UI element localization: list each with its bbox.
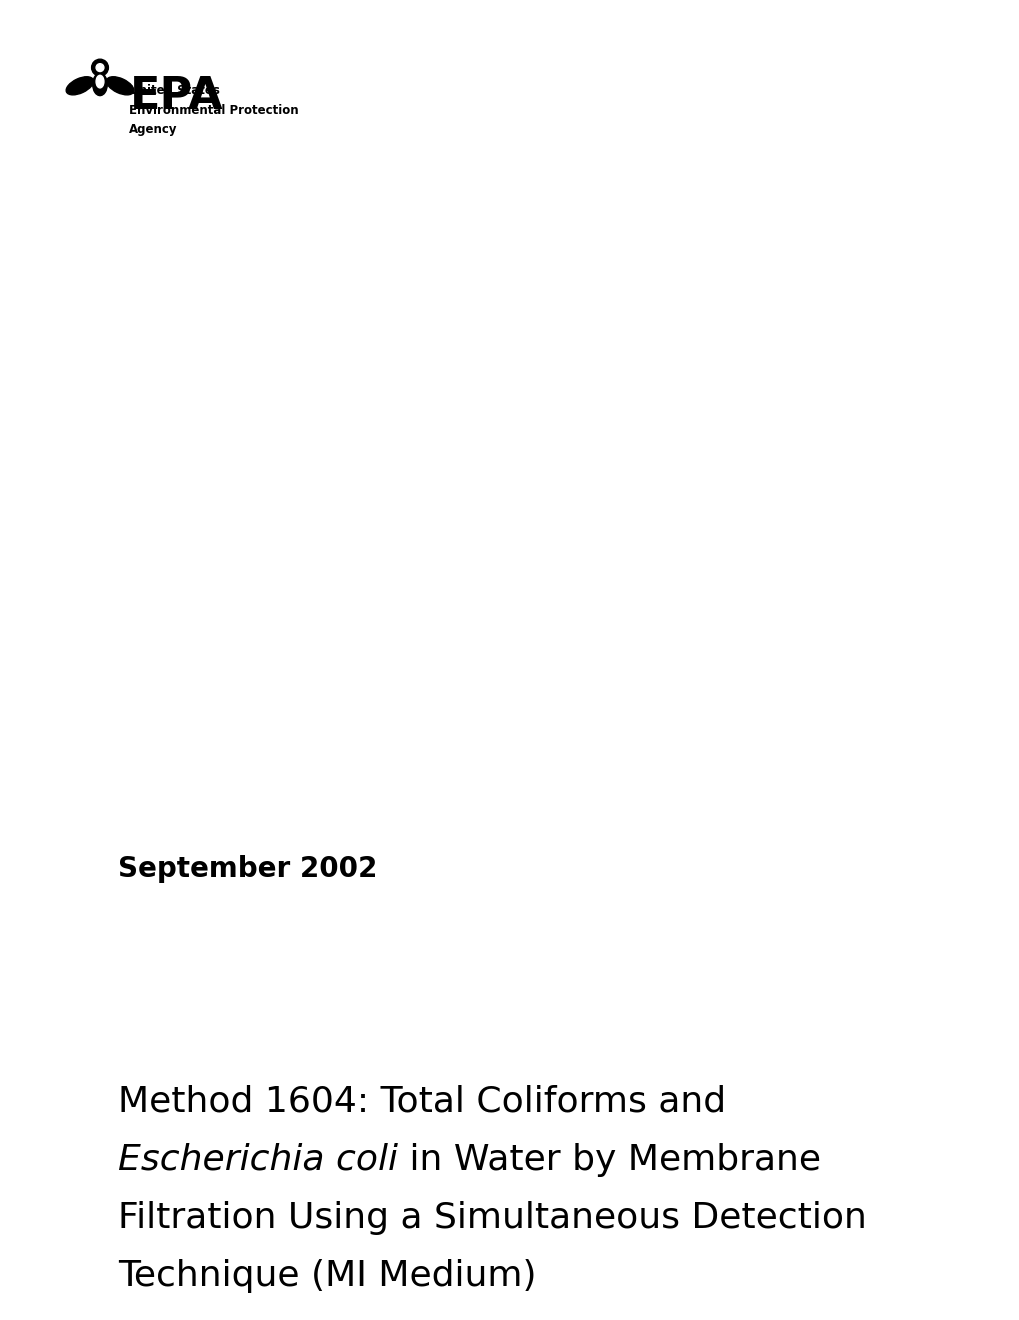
Circle shape: [96, 63, 104, 71]
Circle shape: [92, 59, 108, 77]
Text: Environmental Protection: Environmental Protection: [129, 104, 299, 117]
Text: Method 1604: Total Coliforms and: Method 1604: Total Coliforms and: [118, 1085, 726, 1119]
Ellipse shape: [93, 73, 107, 95]
Text: Escherichia coli: Escherichia coli: [118, 1143, 397, 1177]
Text: in Water by Membrane: in Water by Membrane: [397, 1143, 820, 1177]
Text: United States: United States: [129, 84, 220, 98]
Ellipse shape: [66, 77, 94, 95]
Text: EPA: EPA: [129, 75, 223, 117]
Ellipse shape: [96, 75, 104, 88]
Text: Agency: Agency: [129, 123, 177, 136]
Text: Technique (MI Medium): Technique (MI Medium): [118, 1259, 536, 1294]
Text: Filtration Using a Simultaneous Detection: Filtration Using a Simultaneous Detectio…: [118, 1201, 866, 1236]
Ellipse shape: [106, 77, 133, 95]
Text: September 2002: September 2002: [118, 855, 377, 883]
